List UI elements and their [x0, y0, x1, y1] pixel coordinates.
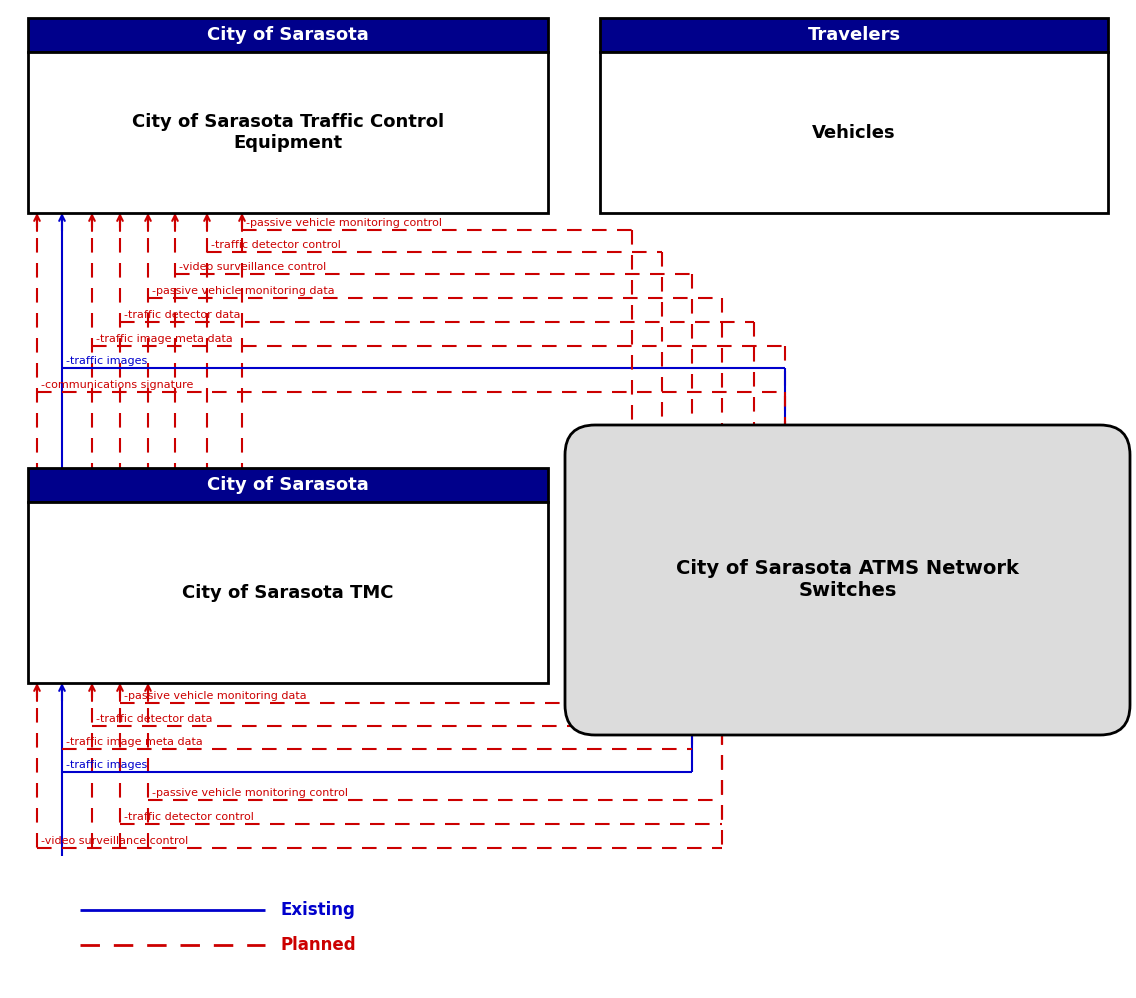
- Bar: [28, 468, 548, 502]
- Bar: [28, 18, 548, 52]
- Text: -passive vehicle monitoring control: -passive vehicle monitoring control: [152, 788, 348, 798]
- Text: -communications signature: -communications signature: [41, 380, 193, 390]
- Text: -passive vehicle monitoring control: -passive vehicle monitoring control: [247, 218, 442, 228]
- Text: -video surveillance control: -video surveillance control: [41, 836, 189, 846]
- Bar: [28, 52, 548, 213]
- Text: Travelers: Travelers: [808, 26, 901, 44]
- Text: -video surveillance control: -video surveillance control: [179, 262, 326, 272]
- Text: -passive vehicle monitoring data: -passive vehicle monitoring data: [152, 286, 335, 296]
- Text: City of Sarasota Traffic Control
Equipment: City of Sarasota Traffic Control Equipme…: [132, 113, 444, 152]
- Bar: [600, 52, 1108, 213]
- Text: -traffic images: -traffic images: [66, 760, 148, 770]
- Bar: [600, 18, 1108, 52]
- Text: Existing: Existing: [279, 901, 354, 919]
- Text: -traffic detector control: -traffic detector control: [124, 812, 253, 822]
- FancyBboxPatch shape: [565, 425, 1130, 735]
- Text: Planned: Planned: [279, 936, 356, 954]
- Text: -traffic detector data: -traffic detector data: [97, 714, 212, 724]
- Text: City of Sarasota ATMS Network
Switches: City of Sarasota ATMS Network Switches: [676, 560, 1019, 601]
- Text: City of Sarasota TMC: City of Sarasota TMC: [182, 584, 394, 602]
- Text: -passive vehicle monitoring data: -passive vehicle monitoring data: [124, 691, 307, 701]
- Text: Vehicles: Vehicles: [812, 124, 896, 142]
- Text: City of Sarasota: City of Sarasota: [207, 26, 369, 44]
- Bar: [28, 502, 548, 683]
- Text: -traffic images: -traffic images: [66, 356, 148, 366]
- Text: -traffic image meta data: -traffic image meta data: [66, 737, 202, 747]
- Text: -traffic detector data: -traffic detector data: [124, 310, 241, 320]
- Text: City of Sarasota: City of Sarasota: [207, 476, 369, 494]
- Text: -traffic image meta data: -traffic image meta data: [97, 334, 233, 344]
- Text: -traffic detector control: -traffic detector control: [211, 240, 341, 250]
